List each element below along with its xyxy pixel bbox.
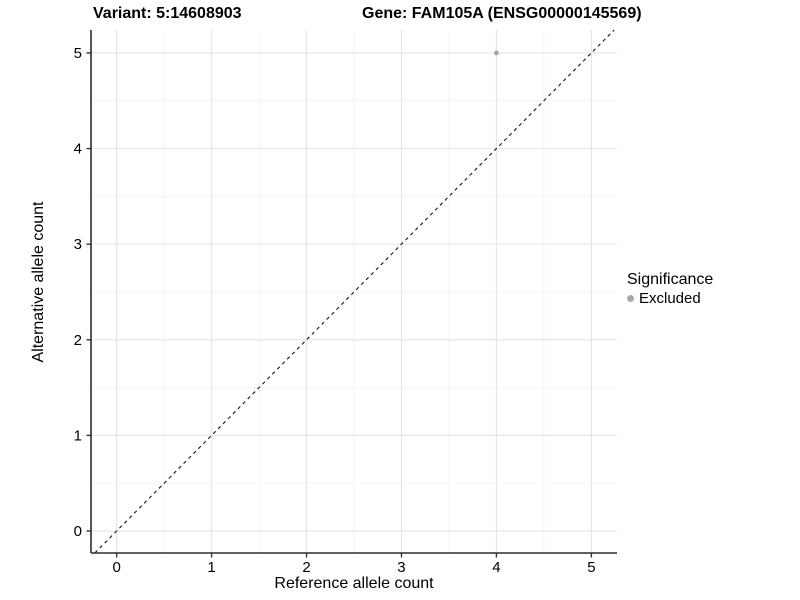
x-axis-title: Reference allele count — [274, 575, 434, 592]
y-axis-title: Alternative allele count — [30, 201, 47, 363]
identity-reference-line — [94, 29, 615, 554]
legend-title: Significance — [627, 271, 714, 288]
y-tick-label: 2 — [74, 332, 82, 349]
legend: Significance Excluded — [627, 271, 713, 307]
y-tick-label: 4 — [74, 141, 82, 158]
y-tick-label: 3 — [74, 236, 82, 253]
x-tick-label: 0 — [112, 559, 120, 576]
x-tick-label: 1 — [207, 559, 215, 576]
y-tick-label: 5 — [74, 45, 82, 62]
x-tick-label: 5 — [587, 559, 595, 576]
excluded-point-icon — [627, 295, 634, 302]
data-point — [494, 50, 499, 56]
legend-item-label: Excluded — [639, 290, 701, 307]
x-tick-label: 2 — [302, 559, 310, 576]
y-tick-label: 0 — [74, 523, 82, 540]
y-tick-label: 1 — [74, 427, 82, 444]
legend-item-excluded: Excluded — [627, 290, 713, 307]
x-tick-label: 3 — [397, 559, 405, 576]
variant-title: Variant: 5:14608903 — [93, 5, 242, 22]
x-tick-label: 4 — [492, 559, 500, 576]
gene-title: Gene: FAM105A (ENSG00000145569) — [362, 5, 642, 22]
